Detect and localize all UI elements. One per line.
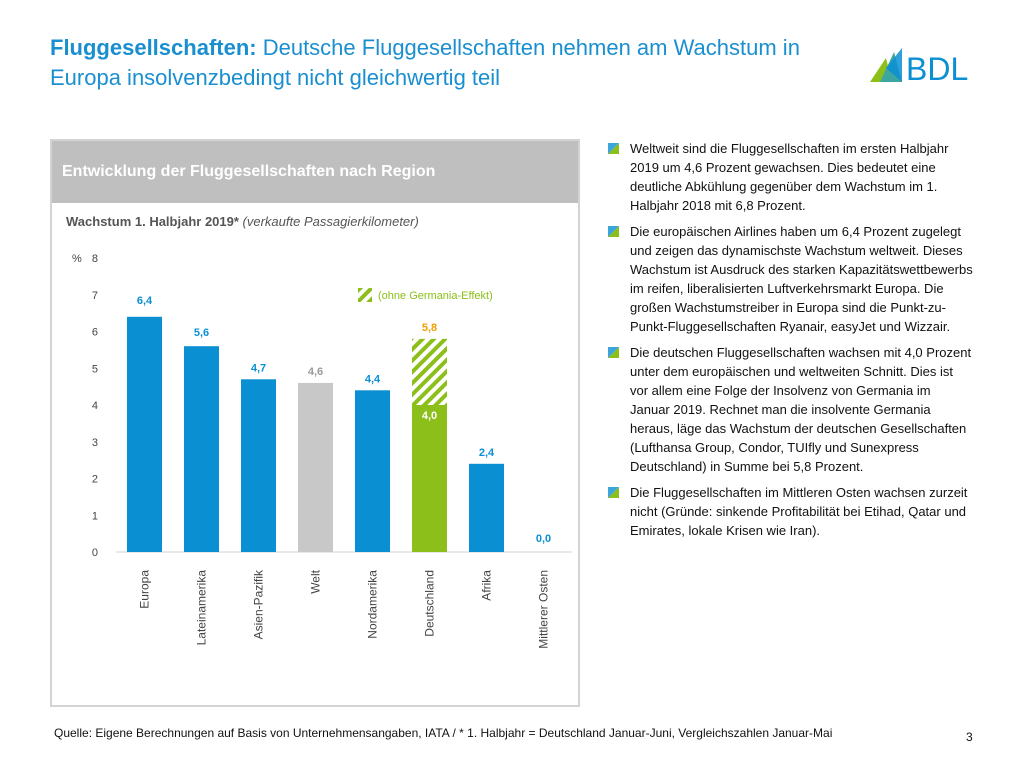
x-tick-label: Europa xyxy=(138,570,152,609)
bullet-item: Weltweit sind die Fluggesellschaften im … xyxy=(608,139,973,215)
bar-chart: % 0 1 2 3 4 5 6 7 8 6,4 Europa 5,6 Lateinamerika 4,7 As… xyxy=(72,253,572,649)
bullet-text: Die deutschen Fluggesellschaften wachsen… xyxy=(630,345,972,474)
bar-value-label: 0,0 xyxy=(536,533,551,545)
x-tick-label: Lateinamerika xyxy=(195,570,209,646)
legend-swatch xyxy=(358,288,372,302)
chart-panel: Entwicklung der Fluggesellschaften nach … xyxy=(50,139,580,707)
y-tick-label: 8 xyxy=(92,253,98,265)
y-tick-label: 7 xyxy=(92,290,98,302)
chart-subtitle-italic: (verkaufte Passagierkilometer) xyxy=(238,214,419,229)
bar-value-label: 4,7 xyxy=(251,362,266,374)
bar xyxy=(298,382,333,552)
bar-value-label: 4,6 xyxy=(308,366,323,378)
source-footer: Quelle: Eigene Berechnungen auf Basis vo… xyxy=(54,726,833,740)
bullet-item: Die europäischen Airlines haben um 6,4 P… xyxy=(608,222,973,336)
bullet-icon xyxy=(608,347,619,358)
bar-extra-hatched xyxy=(412,338,447,405)
y-axis-unit: % xyxy=(72,253,82,265)
chart-subtitle: Wachstum 1. Halbjahr 2019* (verkaufte Pa… xyxy=(66,214,419,229)
bullet-text: Die Fluggesellschaften im Mittleren Oste… xyxy=(630,485,968,538)
bar xyxy=(355,390,390,552)
y-tick-label: 5 xyxy=(92,363,98,375)
bar-value-label: 4,4 xyxy=(365,373,381,385)
bar xyxy=(127,316,162,552)
bar-value-label: 5,6 xyxy=(194,327,209,339)
y-tick-label: 6 xyxy=(92,327,98,339)
bar-extra-label: 5,8 xyxy=(422,322,437,334)
bdl-logo: BDL xyxy=(866,46,976,87)
bullet-item: Die Fluggesellschaften im Mittleren Oste… xyxy=(608,483,973,540)
y-tick-label: 2 xyxy=(92,474,98,486)
x-tick-label: Afrika xyxy=(480,570,494,601)
bullet-icon xyxy=(608,226,619,237)
x-tick-label: Deutschland xyxy=(423,570,437,637)
bullet-item: Die deutschen Fluggesellschaften wachsen… xyxy=(608,343,973,476)
chart-panel-heading: Entwicklung der Fluggesellschaften nach … xyxy=(62,163,436,180)
bdl-logo-text: BDL xyxy=(906,51,968,86)
x-tick-label: Welt xyxy=(309,569,323,593)
y-tick-label: 4 xyxy=(92,400,98,412)
legend-label: (ohne Germania-Effekt) xyxy=(378,290,493,302)
y-tick-label: 0 xyxy=(92,547,98,559)
page-title-rest: Deutsche Fluggesellschaften nehmen am Wa… xyxy=(50,35,800,90)
page-title-bold: Fluggesellschaften: xyxy=(50,35,257,60)
x-tick-label: Mittlerer Osten xyxy=(537,570,551,649)
y-tick-label: 1 xyxy=(92,510,98,522)
bar xyxy=(241,379,276,552)
chart-subtitle-bold: Wachstum 1. Halbjahr 2019* xyxy=(66,214,239,229)
x-tick-label: Nordamerika xyxy=(366,570,380,639)
bar xyxy=(184,346,219,552)
bullet-icon xyxy=(608,143,619,154)
page-title: Fluggesellschaften: Deutsche Fluggesells… xyxy=(50,33,840,93)
bullet-list: Weltweit sind die Fluggesellschaften im … xyxy=(608,139,973,547)
bullet-text: Weltweit sind die Fluggesellschaften im … xyxy=(630,141,949,213)
bar-value-label: 4,0 xyxy=(422,410,437,422)
x-tick-label: Asien-Pazifik xyxy=(252,569,266,639)
y-tick-label: 3 xyxy=(92,437,98,449)
bullet-text: Die europäischen Airlines haben um 6,4 P… xyxy=(630,224,973,334)
bdl-logo-icon: BDL xyxy=(870,48,968,87)
bar xyxy=(469,463,504,552)
page-number: 3 xyxy=(966,730,973,744)
bar xyxy=(412,405,447,552)
bullet-icon xyxy=(608,487,619,498)
bar-value-label: 2,4 xyxy=(479,447,495,459)
chart-panel-header: Entwicklung der Fluggesellschaften nach … xyxy=(52,141,578,203)
bar-value-label: 6,4 xyxy=(137,295,153,307)
